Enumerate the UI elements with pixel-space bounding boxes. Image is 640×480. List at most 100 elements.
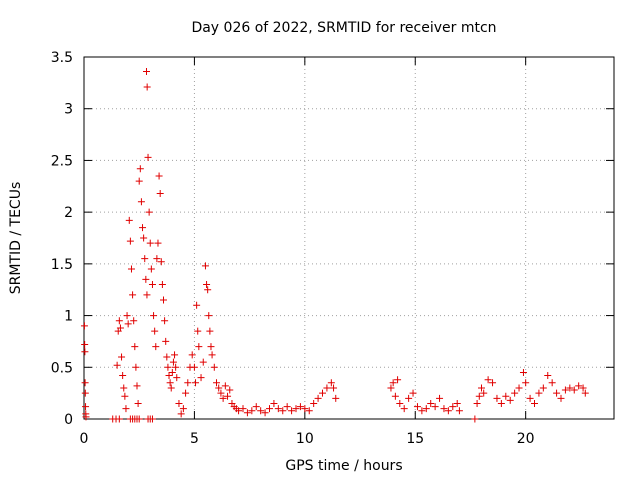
data-point	[115, 317, 123, 325]
data-point	[213, 379, 220, 387]
data-point	[327, 379, 335, 387]
y-tick-label: 0.5	[51, 360, 73, 376]
data-point	[261, 409, 269, 417]
data-point	[561, 386, 569, 394]
data-point	[194, 327, 202, 335]
data-point	[235, 407, 243, 415]
data-point	[579, 384, 587, 392]
data-point	[480, 389, 488, 397]
data-point	[207, 343, 215, 351]
data-point	[177, 410, 185, 418]
data-point	[575, 382, 583, 390]
x-axis-label: GPS time / hours	[285, 458, 402, 474]
data-point	[511, 389, 519, 397]
data-point	[134, 399, 142, 407]
data-point	[288, 407, 296, 415]
y-tick-label: 2.5	[51, 153, 73, 169]
data-point	[203, 281, 211, 289]
data-point	[167, 384, 175, 392]
data-point	[168, 368, 176, 376]
data-point	[155, 172, 163, 180]
data-point	[489, 379, 497, 387]
data-point	[169, 358, 177, 366]
data-point	[172, 363, 180, 371]
data-point	[113, 361, 121, 369]
data-point	[140, 234, 148, 242]
data-point	[535, 389, 543, 397]
data-point	[274, 405, 282, 413]
y-axis-label: SRMTID / TECUs	[8, 182, 24, 295]
data-point	[471, 415, 479, 423]
data-point	[147, 265, 155, 273]
data-point	[526, 394, 534, 402]
data-point	[522, 379, 530, 387]
data-point	[146, 239, 154, 247]
data-point	[122, 405, 130, 413]
data-point	[422, 405, 430, 413]
data-point	[130, 317, 138, 325]
data-point	[283, 403, 291, 411]
data-point	[226, 386, 234, 394]
plot-frame	[83, 56, 615, 420]
data-point	[82, 413, 90, 421]
data-point	[121, 392, 129, 400]
data-point	[152, 343, 160, 351]
data-point	[473, 399, 481, 407]
data-point	[192, 379, 200, 387]
data-point	[210, 363, 218, 371]
data-point	[81, 379, 89, 387]
data-point	[387, 384, 395, 392]
data-point	[125, 216, 133, 224]
y-tick-label: 1	[64, 309, 73, 325]
data-point	[436, 394, 444, 402]
data-point	[206, 327, 214, 335]
data-point	[409, 389, 417, 397]
data-point	[142, 67, 150, 75]
data-point	[137, 198, 145, 206]
data-point	[190, 363, 198, 371]
data-point	[132, 363, 140, 371]
data-point	[81, 341, 89, 349]
data-point	[314, 394, 322, 402]
y-tick-label: 0	[64, 412, 73, 428]
data-point	[193, 301, 201, 309]
data-point	[323, 384, 331, 392]
data-point	[119, 372, 127, 380]
data-point	[553, 389, 561, 397]
data-point	[151, 327, 159, 335]
data-point	[127, 265, 135, 273]
data-point	[166, 379, 174, 387]
data-point	[131, 343, 139, 351]
data-point	[497, 399, 505, 407]
data-point	[171, 351, 179, 359]
data-point	[391, 392, 399, 400]
data-point	[133, 382, 141, 390]
data-point	[197, 374, 205, 382]
data-point	[431, 403, 439, 411]
data-point	[219, 394, 227, 402]
data-point	[444, 407, 452, 415]
data-point	[173, 374, 181, 382]
data-point	[115, 415, 123, 423]
chart-title: Day 026 of 2022, SRMTID for receiver mtc…	[191, 20, 496, 36]
data-point	[252, 403, 260, 411]
data-point	[143, 83, 151, 91]
data-point	[427, 399, 435, 407]
data-point	[154, 239, 162, 247]
data-point	[164, 363, 172, 371]
data-point	[453, 399, 461, 407]
data-point	[519, 368, 527, 376]
data-point	[135, 177, 143, 185]
data-point	[162, 337, 170, 345]
data-point	[205, 312, 213, 320]
data-point	[80, 322, 88, 330]
data-point	[120, 384, 128, 392]
data-point	[82, 403, 90, 411]
data-point	[506, 396, 514, 404]
data-point	[270, 399, 278, 407]
data-point	[150, 312, 158, 320]
data-point	[319, 389, 326, 397]
data-point	[148, 415, 156, 423]
axis-ticks: 0 0.5 1 1.5 2 2.5 3 3.5 0 5 10 15 20	[51, 50, 614, 447]
data-point	[81, 348, 89, 356]
